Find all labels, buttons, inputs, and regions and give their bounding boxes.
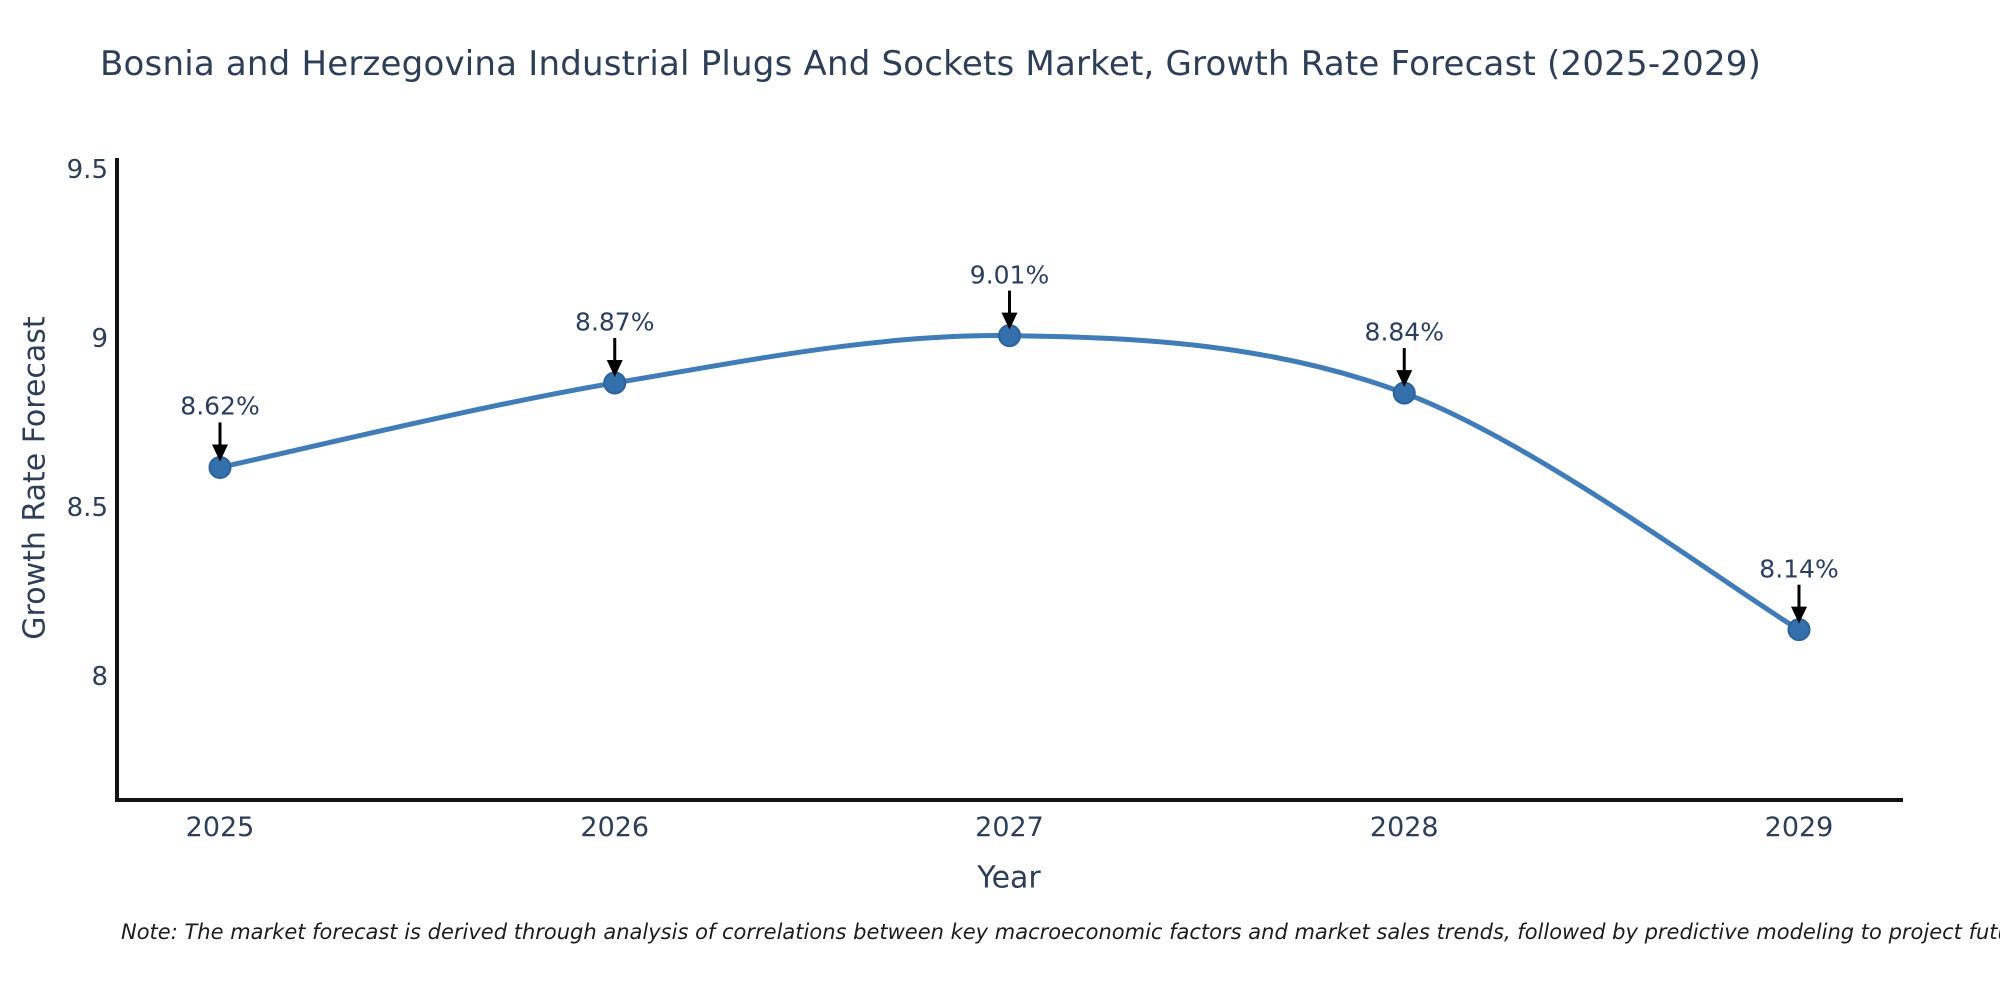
point-value-label-2027: 9.01%: [969, 260, 1050, 290]
y-axis-title: Growth Rate Forecast: [17, 316, 53, 640]
annotation-arrow-2028: [1396, 348, 1413, 388]
y-tick-label-8: 8: [91, 662, 108, 692]
x-tick-label-2027: 2027: [975, 812, 1044, 843]
x-tick-label-2026: 2026: [580, 812, 650, 843]
chart-title: Bosnia and Herzegovina Industrial Plugs …: [100, 44, 1762, 84]
annotation-arrow-2025: [212, 422, 228, 462]
x-tick-label-2029: 2029: [1764, 812, 1834, 843]
point-value-label-2028: 8.84%: [1364, 317, 1444, 347]
point-value-label-2025: 8.62%: [180, 391, 260, 421]
y-tick-label-8.5: 8.5: [66, 493, 108, 523]
point-value-label-2026: 8.87%: [575, 307, 655, 337]
x-tick-label-2028: 2028: [1369, 812, 1439, 843]
y-tick-label-9: 9: [91, 324, 108, 354]
annotation-arrow-2029: [1791, 584, 1807, 624]
y-tick-label-9.5: 9.5: [66, 155, 108, 185]
x-axis-title: Year: [977, 860, 1041, 896]
footnote: Note: The market forecast is derived thr…: [121, 920, 2000, 944]
series-line: [217, 333, 1802, 633]
x-tick-label-2025: 2025: [185, 812, 255, 843]
point-value-label-2029: 8.14%: [1759, 554, 1839, 584]
annotation-arrow-2027: [1001, 290, 1018, 330]
annotation-arrow-2026: [606, 337, 623, 377]
